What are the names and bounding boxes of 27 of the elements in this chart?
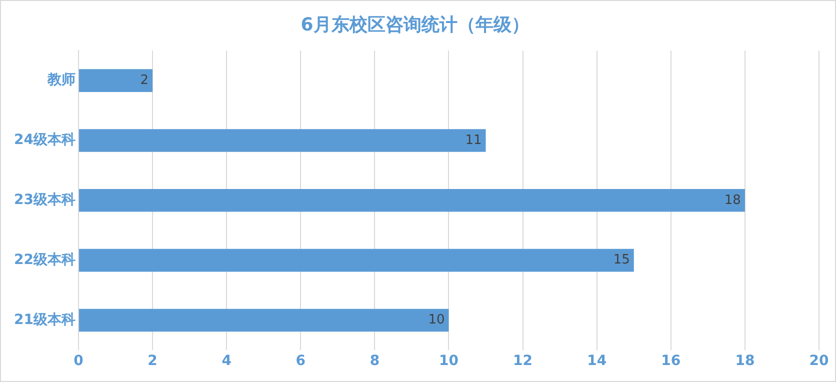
x-tick-label: 0 — [74, 353, 84, 370]
bar — [78, 69, 153, 92]
y-tick-label: 教师 — [46, 72, 76, 88]
x-tick-label: 6 — [296, 353, 306, 370]
data-label: 15 — [613, 252, 630, 268]
bar — [78, 308, 449, 332]
bar — [78, 189, 745, 212]
y-tick-label: 24级本科 — [14, 132, 76, 148]
bar — [78, 129, 486, 152]
x-tick-label: 12 — [513, 353, 533, 370]
x-tick-label: 10 — [439, 353, 459, 370]
x-tick-label: 8 — [370, 353, 380, 370]
x-tick-label: 14 — [587, 353, 607, 370]
data-label: 2 — [140, 72, 149, 88]
x-tick-label: 4 — [222, 353, 232, 370]
y-tick-label: 23级本科 — [14, 192, 76, 208]
x-tick-label: 18 — [735, 353, 755, 370]
data-label: 11 — [465, 132, 482, 148]
chart-title: 6月东校区咨询统计（年级） — [300, 14, 530, 36]
data-label: 18 — [724, 192, 741, 208]
x-tick-label: 20 — [809, 353, 829, 370]
data-label: 10 — [428, 312, 445, 328]
y-tick-label: 22级本科 — [14, 252, 76, 268]
x-tick-label: 2 — [148, 353, 158, 370]
x-tick-label: 16 — [661, 353, 681, 370]
bar — [78, 248, 634, 272]
y-tick-label: 21级本科 — [14, 312, 76, 328]
